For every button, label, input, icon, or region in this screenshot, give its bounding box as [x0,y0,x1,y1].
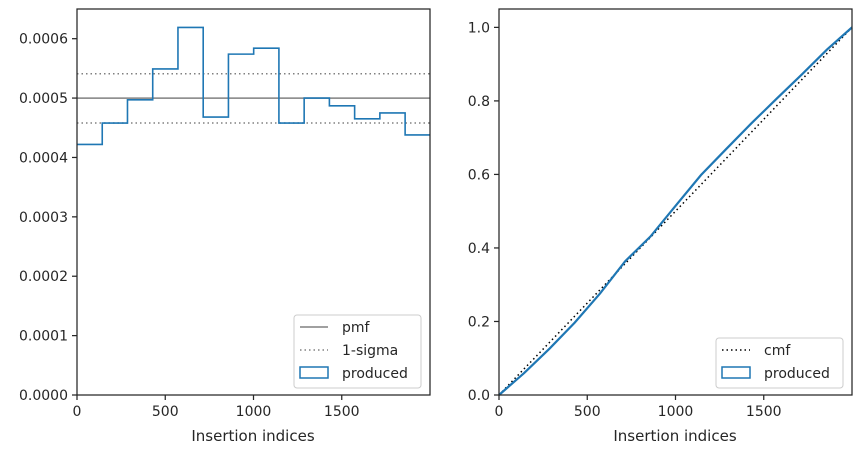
plot-frame [498,8,853,396]
legend-label-1-sigma: 1-sigma [342,343,398,359]
x-axis-label: Insertion indices [191,427,314,445]
x-tick-label: 0 [495,404,504,420]
y-tick-label: 0.6 [468,167,490,183]
produced-series-line [498,26,853,396]
legend-swatch-produced [299,366,329,379]
x-tick-label: 500 [574,404,601,420]
y-tick-label: 0.0003 [19,210,68,226]
legend-box [715,337,844,389]
pmf-panel: 0 500 1000 1500 0.0000 0.0001 0.0002 0.0003 0.00… [19,8,431,445]
x-tick-label: 1000 [658,404,694,420]
x-tick-label: 0 [73,404,82,420]
x-tick-label: 1000 [236,404,272,420]
legend-label-produced: produced [764,366,830,382]
legend-label-cmf: cmf [764,343,791,359]
y-tick-label: 0.0002 [19,269,68,285]
y-tick-label: 0.4 [468,241,490,257]
legend-swatch-produced [721,366,751,379]
produced-step-series [77,26,430,146]
legend-label-produced: produced [342,366,408,382]
y-tick-label: 0.0005 [19,91,68,107]
y-tick-label: 0.0 [468,388,490,404]
cmf-panel: 0 500 1000 1500 0.0 0.2 0.4 0.6 0.8 1.0 Insertion… [468,8,853,445]
x-axis-label: Insertion indices [613,427,736,445]
legend-box [293,314,422,389]
y-tick-label: 0.0004 [19,150,68,166]
x-tick-label: 500 [152,404,179,420]
legend: pmf 1-sigma produced [293,314,422,389]
y-tick-label: 0.0001 [19,329,68,345]
x-tick-label: 1500 [324,404,360,420]
y-tick-label: 0.8 [468,94,490,110]
x-tick-label: 1500 [746,404,782,420]
y-tick-label: 0.0006 [19,32,68,48]
legend: cmf produced [715,337,844,389]
y-tick-label: 1.0 [468,20,490,36]
y-tick-label: 0.2 [468,314,490,330]
y-tick-label: 0.0000 [19,388,68,404]
legend-label-pmf: pmf [342,320,371,336]
